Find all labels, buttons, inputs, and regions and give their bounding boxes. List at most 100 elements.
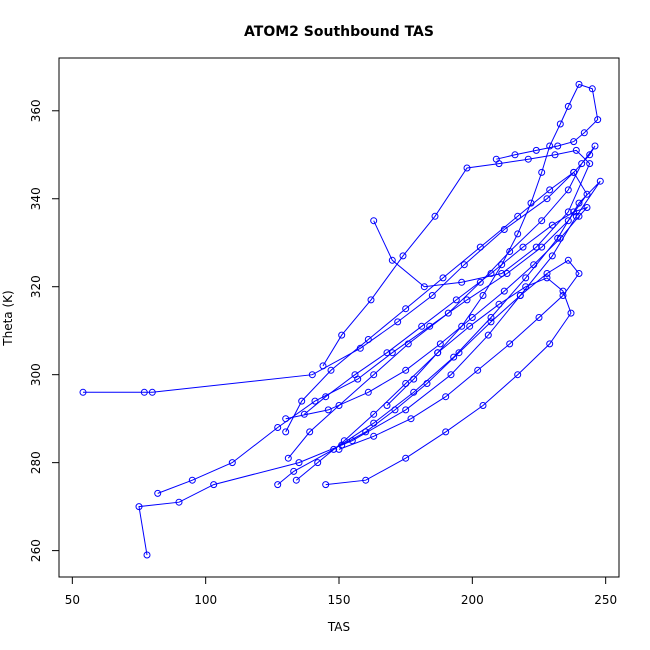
data-point [322, 393, 330, 401]
data-point [175, 498, 183, 506]
data-point [516, 292, 524, 299]
data-point [522, 274, 530, 282]
data-point [420, 283, 428, 291]
data-point [575, 270, 583, 277]
data-point [338, 331, 346, 339]
data-point [338, 441, 346, 449]
x-axis-label: TAS [327, 620, 350, 634]
data-point [586, 160, 594, 168]
data-point [188, 476, 196, 484]
x-tick-label: 250 [594, 593, 617, 607]
data-point [135, 503, 143, 511]
data-point [522, 283, 530, 291]
data-point [460, 261, 468, 269]
data-point [444, 309, 452, 317]
data-point [442, 393, 450, 401]
data-point [458, 322, 466, 330]
data-point [548, 252, 556, 260]
data-point [314, 459, 322, 467]
data-point [586, 151, 594, 159]
y-tick-label: 280 [29, 451, 43, 474]
data-point [148, 388, 156, 396]
series-line-4 [322, 149, 591, 367]
data-point [468, 314, 476, 321]
data-point [311, 397, 319, 405]
data-point [594, 116, 602, 124]
data-point [514, 212, 522, 220]
data-point [570, 138, 578, 146]
data-point [458, 278, 466, 286]
data-point [319, 362, 327, 370]
data-point [527, 199, 535, 207]
data-point [570, 208, 578, 216]
data-point [503, 270, 511, 277]
data-point [487, 270, 495, 277]
data-point [538, 243, 546, 251]
data-point [495, 300, 503, 308]
chart-title: ATOM2 Southbound TAS [244, 24, 434, 40]
data-point [514, 230, 522, 238]
x-tick-label: 50 [65, 593, 80, 607]
data-point [383, 402, 391, 409]
data-point [143, 551, 151, 559]
data-point [274, 481, 282, 489]
data-point [554, 142, 562, 150]
data-point [530, 261, 538, 269]
data-point [295, 459, 303, 467]
data-point [322, 481, 330, 489]
data-point [370, 432, 378, 440]
data-point [284, 454, 292, 462]
data-point [546, 186, 554, 194]
data-point [364, 336, 372, 343]
series-line-5 [386, 83, 599, 406]
data-point [543, 274, 551, 282]
data-point [487, 318, 495, 326]
data-point [532, 146, 540, 154]
data-point [428, 292, 436, 299]
data-point [228, 459, 236, 467]
data-point [535, 314, 543, 321]
data-point [463, 164, 471, 172]
data-point [500, 287, 508, 295]
data-point [455, 349, 463, 357]
data-point [324, 406, 332, 414]
series-line-7 [285, 206, 589, 420]
y-tick-label: 300 [29, 363, 43, 386]
data-point [452, 296, 460, 304]
data-point [519, 243, 527, 251]
data-point [370, 217, 378, 225]
data-point [591, 142, 599, 150]
data-point [383, 349, 391, 357]
data-point [575, 212, 583, 220]
data-point [479, 402, 487, 409]
data-point [364, 388, 372, 396]
data-point [588, 85, 596, 93]
data-point [556, 120, 564, 128]
data-point [282, 415, 290, 423]
data-point [370, 410, 378, 418]
data-point [546, 340, 554, 348]
y-tick-label: 340 [29, 187, 43, 210]
data-point [292, 476, 300, 484]
data-point [524, 155, 532, 163]
data-point [436, 340, 444, 348]
data-point [335, 402, 343, 409]
data-point [431, 212, 439, 220]
data-point [447, 371, 455, 379]
data-point [308, 371, 316, 379]
data-point [402, 454, 410, 462]
data-point [532, 243, 540, 251]
data-point [564, 102, 572, 110]
data-point [434, 349, 442, 357]
data-point [511, 151, 519, 159]
data-point [492, 155, 500, 163]
data-point [567, 309, 575, 317]
y-tick-label: 320 [29, 275, 43, 298]
data-point [466, 322, 474, 330]
data-point [282, 428, 290, 436]
data-point [543, 195, 551, 203]
data-point [300, 410, 308, 418]
x-tick-label: 150 [328, 593, 351, 607]
data-point [423, 380, 431, 387]
